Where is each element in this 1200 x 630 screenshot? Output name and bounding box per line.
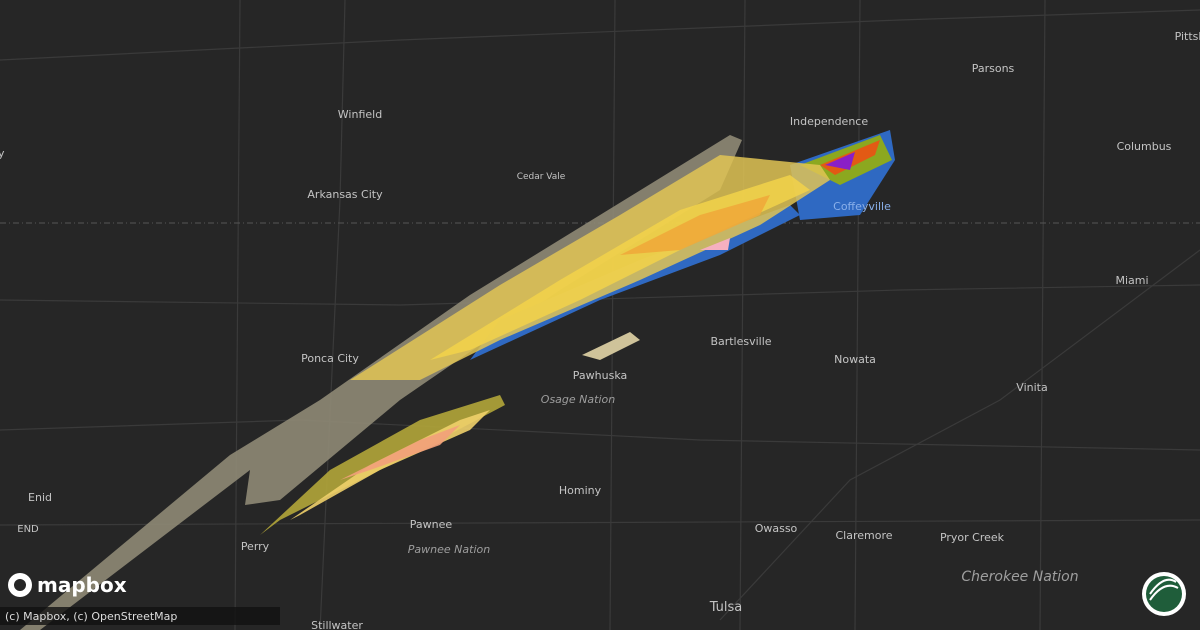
place-label: Columbus <box>1117 140 1172 153</box>
logo-text: mapbox <box>37 573 127 597</box>
place-label: Stillwater <box>311 619 363 630</box>
place-label: Miami <box>1115 274 1148 287</box>
attribution[interactable]: (c) Mapbox, (c) OpenStreetMap <box>5 610 177 623</box>
place-label: Winfield <box>338 108 382 121</box>
place-label: Cedar Vale <box>517 172 566 182</box>
place-label: y <box>0 147 5 160</box>
logo: mapbox <box>8 573 127 597</box>
place-label: Nowata <box>834 353 876 366</box>
place-label: Independence <box>790 115 868 128</box>
place-label: Pawhuska <box>573 369 627 382</box>
place-label: Coffeyville <box>833 200 891 213</box>
place-label: Enid <box>28 491 52 504</box>
hail-swaths <box>20 130 895 630</box>
region-label: Pawnee Nation <box>408 543 490 556</box>
place-label: Claremore <box>835 529 892 542</box>
place-label: Perry <box>241 540 270 553</box>
labels: Pittsb Parsons Winfield Independence Col… <box>0 30 1200 630</box>
place-label: Owasso <box>755 522 798 535</box>
place-label: END <box>17 524 39 535</box>
place-label: Pittsb <box>1175 30 1200 43</box>
place-label: Vinita <box>1016 381 1047 394</box>
place-label: Hominy <box>559 484 602 497</box>
attribution-bg <box>0 607 280 625</box>
place-label: Parsons <box>972 62 1015 75</box>
region-label: Cherokee Nation <box>961 569 1078 585</box>
place-label: Bartlesville <box>710 335 771 348</box>
place-label: Arkansas City <box>307 188 383 201</box>
place-label: Ponca City <box>301 352 359 365</box>
region-label: Osage Nation <box>541 393 615 406</box>
place-label: Tulsa <box>709 600 743 615</box>
place-label: Pryor Creek <box>940 531 1005 544</box>
brand-icon <box>1142 572 1186 616</box>
place-label: Pawnee <box>410 518 453 531</box>
